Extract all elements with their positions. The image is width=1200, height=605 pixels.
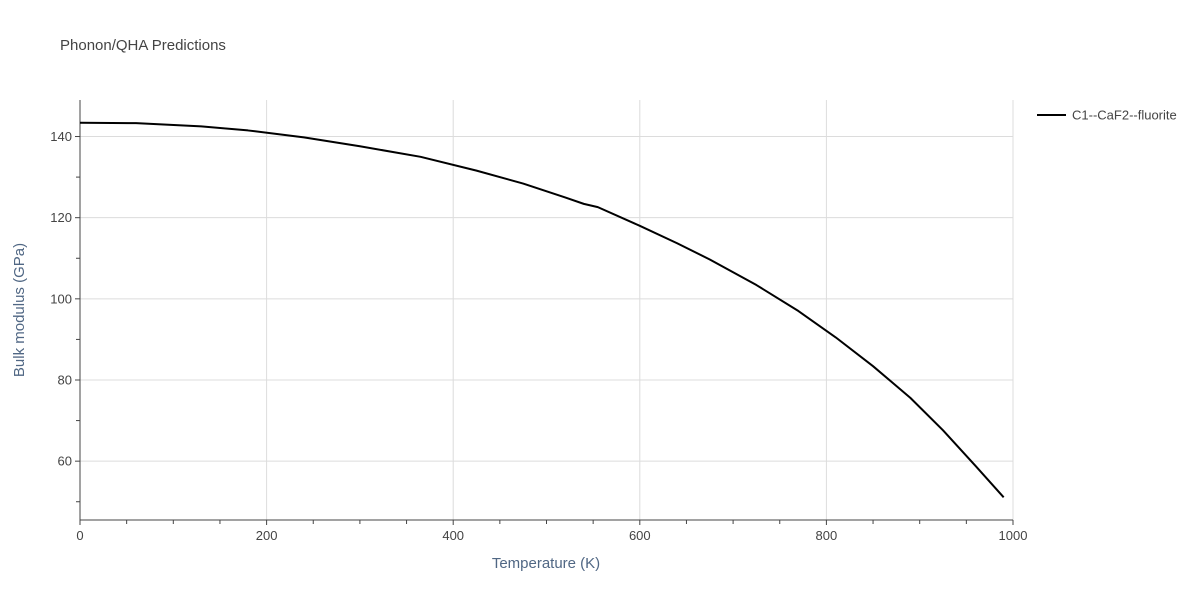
y-tick-label: 80 xyxy=(58,373,72,388)
x-tick-label: 800 xyxy=(816,528,838,543)
x-tick-label: 600 xyxy=(629,528,651,543)
tick-labels: 0 200 400 600 800 1000 60 80 100 120 140 xyxy=(50,129,1027,543)
axes xyxy=(75,100,1014,525)
y-tick-label: 60 xyxy=(58,454,72,469)
x-axis-title: Temperature (K) xyxy=(492,555,600,572)
y-tick-label: 100 xyxy=(50,291,72,306)
series-lines xyxy=(79,121,1005,498)
x-tick-label: 1000 xyxy=(999,528,1028,543)
y-tick-label: 120 xyxy=(50,210,72,225)
grid-lines xyxy=(80,100,1014,520)
chart-title: Phonon/QHA Predictions xyxy=(60,37,226,54)
y-axis-title: Bulk modulus (GPa) xyxy=(11,243,28,377)
x-tick-label: 200 xyxy=(256,528,278,543)
series-line xyxy=(79,121,1005,498)
y-tick-label: 140 xyxy=(50,129,72,144)
x-tick-label: 400 xyxy=(442,528,464,543)
legend-label: C1--CaF2--fluorite xyxy=(1072,108,1177,123)
legend[interactable]: C1--CaF2--fluorite xyxy=(1037,108,1177,123)
x-tick-label: 0 xyxy=(76,528,83,543)
